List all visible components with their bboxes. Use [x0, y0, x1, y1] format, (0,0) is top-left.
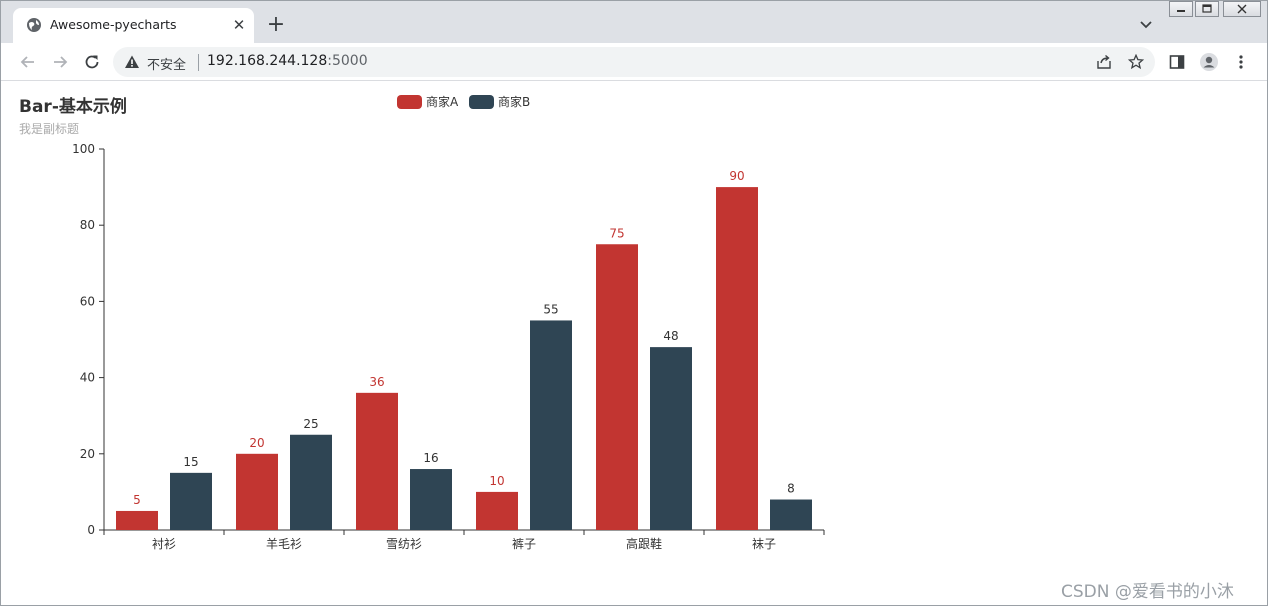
bar-a: [596, 244, 638, 530]
browser-tab[interactable]: Awesome-pyecharts ✕: [13, 8, 254, 43]
legend-label: 商家A: [426, 95, 459, 109]
bar-value-label: 16: [423, 451, 438, 465]
forward-arrow-icon[interactable]: [50, 52, 70, 72]
bar-a: [716, 187, 758, 530]
bar-a: [116, 510, 158, 530]
bar-value-label: 48: [663, 329, 678, 343]
browser-toolbar: 不安全 192.168.244.128:5000: [1, 43, 1267, 81]
warning-icon[interactable]: [124, 54, 140, 70]
profile-avatar-icon[interactable]: [1199, 52, 1219, 72]
bar-value-label: 36: [369, 375, 384, 389]
legend-swatch: [397, 95, 422, 109]
bar-b: [290, 434, 332, 530]
star-icon[interactable]: [1128, 54, 1144, 70]
y-tick-label: 40: [80, 371, 95, 385]
page-content: 0 20 40 60 80 100 衬衫 羊毛衫 雪纺衫 裤子 高跟鞋 袜子 5 20 36 10 75 90 15…: [1, 82, 1267, 605]
back-arrow-icon[interactable]: [18, 52, 38, 72]
chart-subtitle: 我是副标题: [19, 122, 80, 136]
close-icon: [1237, 4, 1247, 14]
side-panel-icon[interactable]: [1167, 52, 1187, 72]
bar-b: [410, 469, 452, 530]
bar-b: [170, 472, 212, 530]
x-tick-label: 衬衫: [152, 537, 176, 551]
share-icon[interactable]: [1096, 54, 1112, 70]
bar-chart: 0 20 40 60 80 100 衬衫 羊毛衫 雪纺衫 裤子 高跟鞋 袜子 5 20 36 10 75 90 15…: [72, 142, 825, 551]
bar-value-label: 5: [133, 493, 141, 507]
bar-a: [356, 392, 398, 530]
bar-value-label: 25: [303, 417, 318, 431]
bar-a: [476, 491, 518, 530]
address-separator: [198, 54, 199, 71]
address-bar[interactable]: 不安全 192.168.244.128:5000: [113, 47, 1155, 77]
x-tick-label: 袜子: [752, 537, 776, 551]
y-tick-label: 20: [80, 447, 95, 461]
url-host: 192.168.244.128: [207, 53, 328, 69]
bar-value-label: 75: [609, 226, 624, 240]
y-tick-label: 0: [87, 523, 95, 537]
chart-title: Bar-基本示例: [19, 97, 127, 117]
legend-label: 商家B: [498, 95, 531, 109]
bar-value-label: 10: [489, 474, 504, 488]
bar-b: [770, 499, 812, 530]
url-text[interactable]: 192.168.244.128:5000: [207, 53, 368, 69]
minimize-window-button[interactable]: [1169, 1, 1193, 17]
minimize-icon: [1177, 10, 1185, 12]
reload-icon[interactable]: [82, 52, 102, 72]
restore-window-button[interactable]: [1195, 1, 1219, 17]
bar-b: [650, 347, 692, 530]
tab-title: Awesome-pyecharts: [50, 17, 177, 32]
bar-value-label: 8: [787, 482, 795, 496]
bar-value-label: 90: [729, 169, 744, 183]
bar-value-label: 20: [249, 436, 264, 450]
y-tick-label: 100: [72, 142, 95, 156]
close-tab-icon[interactable]: ✕: [232, 16, 246, 34]
new-tab-button[interactable]: +: [266, 12, 286, 37]
insecure-label[interactable]: 不安全: [147, 58, 187, 73]
close-window-button[interactable]: [1223, 1, 1261, 17]
x-tick-label: 羊毛衫: [266, 536, 302, 551]
x-tick-label: 高跟鞋: [626, 536, 662, 551]
globe-icon: [27, 18, 41, 32]
bar-value-label: 55: [543, 302, 558, 316]
bar-value-label: 15: [183, 455, 198, 469]
bar-b: [530, 320, 572, 530]
x-tick-label: 雪纺衫: [386, 537, 422, 551]
watermark-text: CSDN @爱看书的小沐: [1061, 582, 1234, 602]
y-tick-label: 80: [80, 218, 95, 232]
restore-icon: [1202, 4, 1212, 13]
bar-a: [236, 453, 278, 530]
chevron-down-icon[interactable]: [1137, 17, 1155, 33]
x-tick-label: 裤子: [512, 537, 536, 551]
more-menu-icon[interactable]: [1231, 52, 1251, 72]
url-port: :5000: [327, 53, 368, 69]
tab-strip: Awesome-pyecharts ✕ +: [1, 1, 1267, 43]
y-tick-label: 60: [80, 294, 95, 308]
legend-swatch: [469, 95, 494, 109]
